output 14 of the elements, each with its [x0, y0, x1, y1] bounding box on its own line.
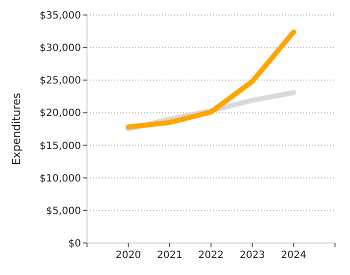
y-tick-label: $5,000: [46, 206, 81, 217]
y-tick-label: $15,000: [40, 140, 81, 152]
y-tick-label: $0: [68, 238, 81, 250]
x-tick-label: 2022: [198, 250, 224, 261]
y-axis-title: Expenditures: [10, 92, 23, 166]
x-tick-label: 2020: [116, 250, 142, 261]
x-tick-label: 2023: [240, 250, 266, 261]
y-tick-label: $35,000: [40, 10, 81, 22]
y-tick-label: $10,000: [40, 173, 81, 184]
x-tick-label: 2021: [156, 250, 182, 261]
y-tick-label: $25,000: [40, 76, 81, 87]
y-tick-label: $30,000: [40, 43, 81, 54]
x-tick-label: 2024: [280, 250, 306, 261]
y-tick-label: $20,000: [40, 108, 81, 120]
